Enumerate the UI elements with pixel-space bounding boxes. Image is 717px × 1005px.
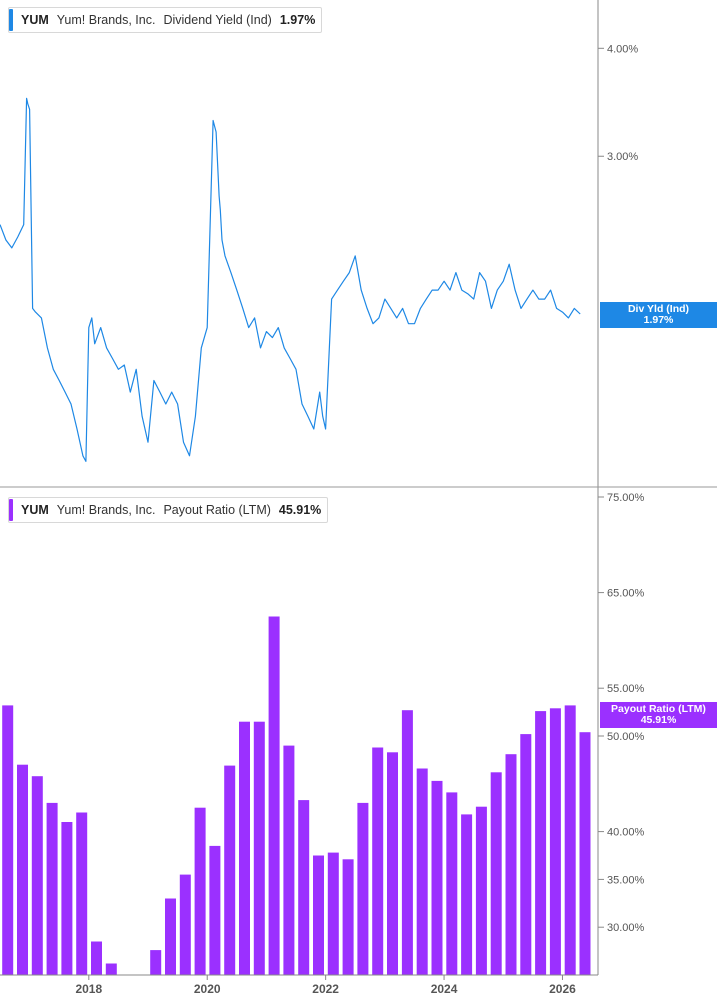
payout-bar (298, 800, 310, 975)
payout-bar (490, 772, 502, 975)
payout-bar (327, 852, 339, 975)
legend-metric: Dividend Yield (Ind) (163, 13, 272, 27)
y-tick-label: 50.00% (607, 731, 645, 743)
current-value-tag-payout-ratio: Payout Ratio (LTM) 45.91% (600, 702, 717, 728)
tag-value: 1.97% (643, 314, 674, 326)
payout-bar (357, 802, 369, 975)
payout-bar (31, 776, 43, 975)
y-tick-label: 65.00% (607, 588, 645, 600)
payout-bar (446, 792, 458, 975)
payout-bar (61, 822, 73, 975)
payout-bar (535, 711, 547, 975)
payout-bar (520, 734, 532, 975)
legend-ticker: YUM (21, 503, 49, 517)
x-tick-label: 2018 (75, 982, 102, 996)
payout-bar (268, 616, 280, 975)
payout-bar (179, 874, 191, 975)
payout-bar (283, 745, 295, 975)
payout-bar (165, 898, 176, 975)
x-tick-label: 2020 (194, 982, 221, 996)
payout-bar (194, 807, 206, 975)
x-tick-label: 2022 (312, 982, 339, 996)
legend-company: Yum! Brands, Inc. (56, 13, 156, 27)
legend-dividend-yield: YUM Yum! Brands, Inc. Dividend Yield (In… (8, 7, 323, 33)
current-value-tag-dividend-yield: Div Yld (Ind) 1.97% (600, 302, 717, 328)
y-tick-label: 40.00% (607, 827, 645, 839)
series-color-swatch (9, 499, 13, 521)
legend-payout-ratio: YUM Yum! Brands, Inc. Payout Ratio (LTM)… (8, 497, 329, 523)
payout-bar (416, 768, 428, 975)
tag-value: 45.91% (640, 714, 677, 726)
y-tick-label: 30.00% (607, 922, 645, 934)
legend-company: Yum! Brands, Inc. (56, 503, 156, 517)
payout-bar (342, 859, 354, 975)
payout-bar (150, 950, 162, 975)
y-tick-label: 4.00% (607, 43, 638, 55)
payout-bar (549, 708, 561, 975)
payout-bar (387, 752, 398, 975)
payout-bar (91, 941, 102, 975)
y-tick-label: 55.00% (607, 683, 645, 695)
payout-bar (564, 705, 576, 975)
payout-bar (209, 845, 221, 975)
payout-bar (76, 812, 88, 975)
y-tick-label: 35.00% (607, 874, 645, 886)
y-tick-label: 75.00% (607, 492, 645, 504)
dividend-yield-line (0, 97, 581, 462)
payout-bar (313, 855, 324, 975)
payout-bar (461, 814, 473, 975)
payout-bar (505, 754, 517, 975)
payout-bar (224, 765, 236, 975)
payout-bar (579, 732, 591, 975)
payout-bar (401, 710, 413, 975)
y-tick-label: 3.00% (607, 151, 638, 163)
tag-label: Payout Ratio (LTM) (611, 703, 706, 715)
tag-label: Div Yld (Ind) (627, 303, 690, 315)
payout-bar (239, 721, 250, 975)
series-color-swatch (9, 9, 13, 31)
x-tick-label: 2024 (431, 982, 458, 996)
payout-bar (475, 806, 487, 975)
legend-value: 45.91% (278, 503, 322, 517)
payout-bar (253, 721, 265, 975)
payout-bar (2, 705, 14, 975)
legend-metric: Payout Ratio (LTM) (163, 503, 271, 517)
payout-bar (372, 747, 384, 975)
payout-bar (17, 764, 28, 975)
payout-bar (105, 963, 117, 975)
legend-ticker: YUM (21, 13, 49, 27)
payout-bar (46, 802, 58, 975)
x-tick-label: 2026 (549, 982, 576, 996)
legend-value: 1.97% (279, 13, 316, 27)
payout-bar (431, 780, 443, 975)
